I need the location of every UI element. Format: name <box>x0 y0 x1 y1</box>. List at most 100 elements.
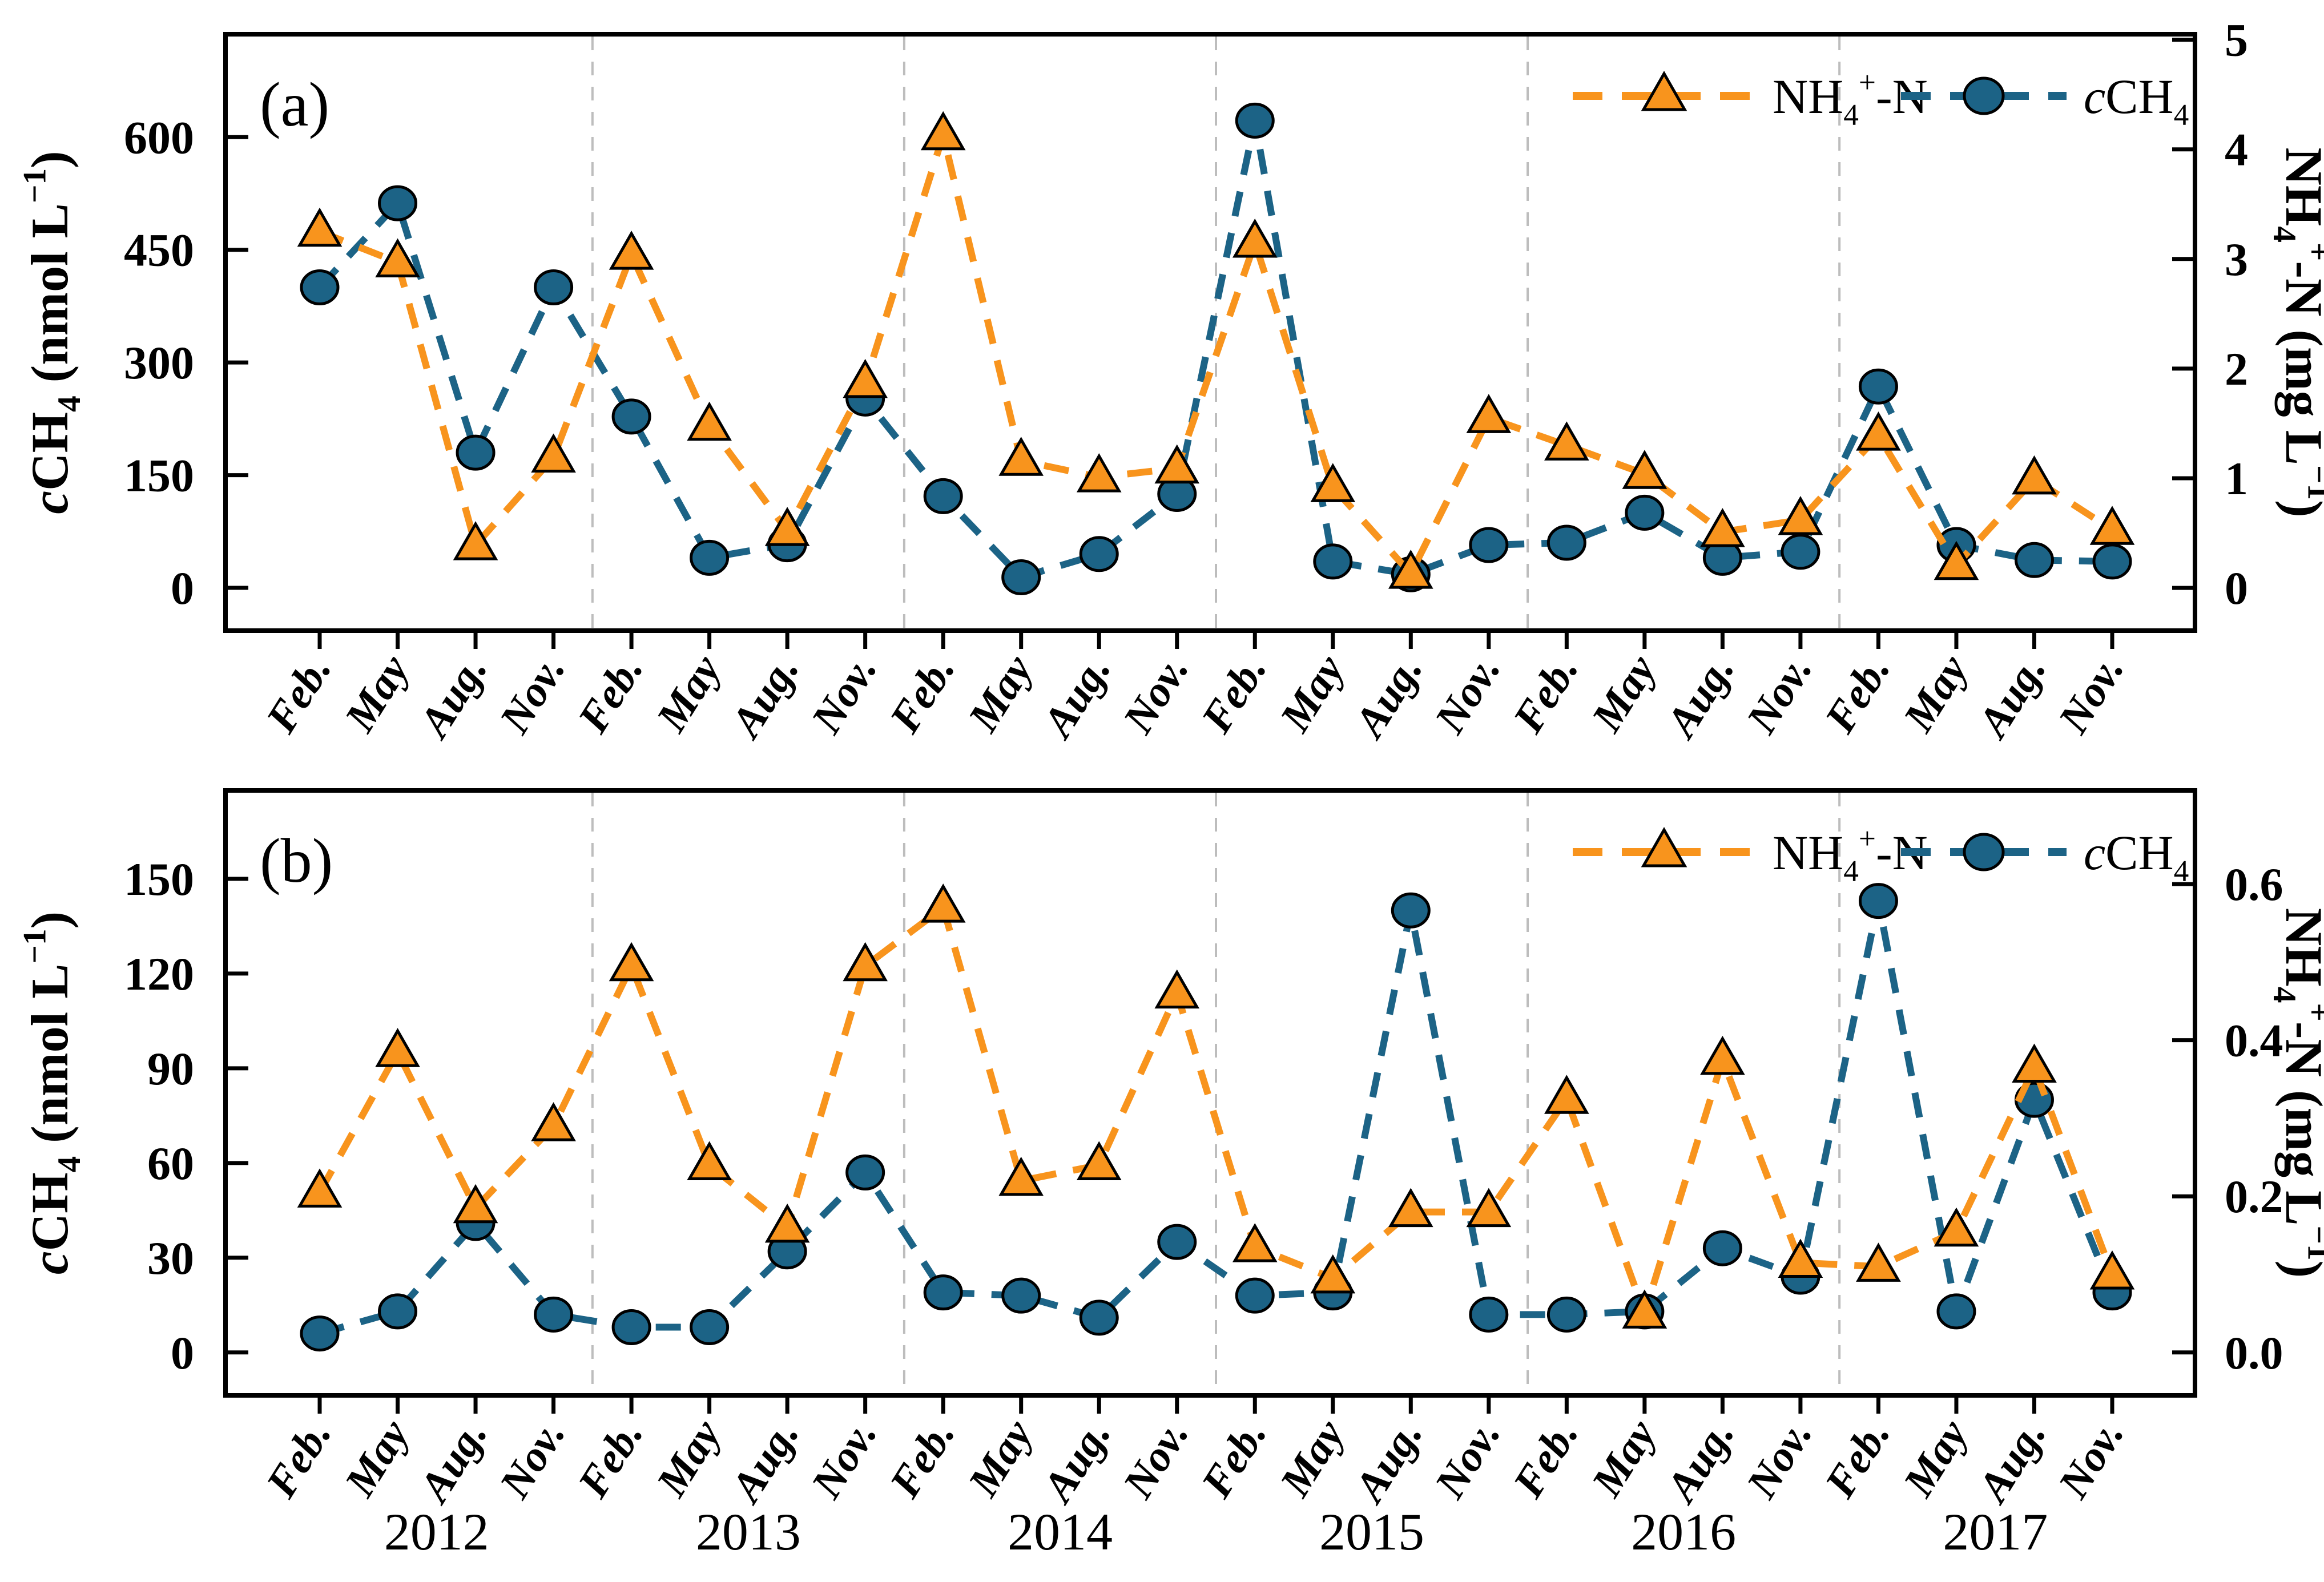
month-tick-label: May <box>1582 647 1666 740</box>
legend-nh4-triangle-icon <box>1641 826 1687 867</box>
ch4-marker <box>1858 368 1898 405</box>
nh4-marker <box>1544 1075 1589 1114</box>
legend-ch4-circle-icon <box>1963 76 2005 115</box>
month-tick-label: May <box>335 1411 418 1505</box>
month-tick-label: Feb. <box>1815 647 1899 741</box>
nh4-marker <box>1622 450 1668 489</box>
month-tick-label: Nov. <box>490 647 574 741</box>
nh4-marker <box>1388 1188 1433 1228</box>
left-tick-label: 120 <box>124 948 194 1000</box>
ch4-marker <box>534 269 574 306</box>
ch4-marker <box>1625 494 1665 531</box>
right-tick-label: 2 <box>2225 343 2248 395</box>
month-tick-label: Feb. <box>880 647 964 741</box>
month-tick-label: Nov. <box>1737 647 1821 741</box>
nh4-marker <box>764 507 810 546</box>
ch4-marker <box>845 1154 885 1190</box>
month-tick-label: Nov. <box>2049 647 2133 741</box>
nh4-marker <box>920 883 966 923</box>
nh4-marker <box>1934 1207 1979 1247</box>
nh4-marker <box>375 1028 420 1067</box>
ch4-marker <box>1235 102 1275 139</box>
ch4-marker <box>611 1309 651 1346</box>
month-tick-label: Aug. <box>721 1411 808 1511</box>
legend-nh4-label: NH4+-N <box>1773 65 1928 132</box>
ch4-marker <box>1781 534 1820 570</box>
nh4-marker <box>1076 1141 1122 1181</box>
month-tick-label: Nov. <box>1425 1411 1509 1506</box>
nh4-marker <box>453 1184 498 1224</box>
month-tick-label: Aug. <box>409 1411 497 1511</box>
ch4-marker <box>1313 543 1353 580</box>
ch4-marker <box>1469 1296 1509 1333</box>
month-tick-label: Aug. <box>1033 1411 1120 1511</box>
month-tick-label: Feb. <box>1504 647 1588 741</box>
month-tick-label: May <box>1894 647 1977 740</box>
month-tick-label: Nov. <box>490 1411 574 1506</box>
month-tick-label: Aug. <box>1344 1411 1432 1511</box>
ch4-marker <box>1235 1277 1275 1314</box>
nh4-marker <box>453 521 498 560</box>
nh4-marker <box>920 111 966 151</box>
legend: NH4+-N cCH4 <box>1573 65 2189 132</box>
month-tick-label: Nov. <box>802 1411 886 1506</box>
nh4-marker <box>375 238 420 278</box>
nh4-line <box>318 122 2114 580</box>
ch4-marker <box>1001 559 1041 596</box>
panel-label: (a) <box>260 70 329 139</box>
month-tick-label: Feb. <box>569 647 653 741</box>
month-tick-label: Nov. <box>1737 1411 1821 1506</box>
month-tick-label: Feb. <box>880 1411 964 1506</box>
nh4-marker <box>1778 1238 1823 1278</box>
right-tick-label: 3 <box>2225 233 2248 285</box>
month-tick-label: Aug. <box>1344 647 1432 746</box>
ch4-marker <box>1001 1277 1041 1314</box>
nh4-marker <box>843 358 888 398</box>
nh4-marker <box>1154 444 1200 484</box>
month-tick-label: Nov. <box>1425 647 1509 741</box>
nh4-marker <box>609 942 654 982</box>
ch4-marker <box>1702 1230 1742 1266</box>
nh4-marker <box>2012 455 2057 495</box>
nh4-marker <box>1154 969 1200 1009</box>
plot-border <box>223 32 2197 633</box>
right-tick-label: 0.4 <box>2225 1015 2283 1067</box>
legend-ch4-label: cCH4 <box>2084 69 2189 132</box>
left-tick-label: 600 <box>124 111 194 163</box>
month-tick-label: May <box>1271 647 1354 740</box>
right-tick-label: 0 <box>2225 562 2248 614</box>
left-tick-label: 60 <box>147 1137 194 1189</box>
legend: NH4+-N cCH4 <box>1573 821 2189 888</box>
ch4-marker <box>456 434 496 471</box>
nh4-marker <box>1466 1188 1512 1228</box>
month-tick-label: Feb. <box>1192 647 1276 741</box>
month-tick-label: May <box>1582 1411 1666 1505</box>
left-tick-label: 150 <box>124 450 194 502</box>
nh4-marker <box>1700 508 1745 547</box>
month-tick-label: Nov. <box>1114 1411 1198 1506</box>
month-tick-label: Feb. <box>257 647 341 741</box>
nh4-marker <box>1310 463 1356 502</box>
month-tick-label: Feb. <box>1504 1411 1588 1506</box>
ch4-marker <box>300 269 340 306</box>
ch4-marker <box>1079 536 1119 572</box>
nh4-marker <box>297 1168 343 1208</box>
nh4-marker <box>1232 218 1278 258</box>
nh4-marker <box>1778 495 1823 535</box>
left-tick-label: 30 <box>147 1232 194 1284</box>
ch4-marker <box>690 539 730 576</box>
month-tick-label: Aug. <box>1968 1411 2055 1511</box>
panel-a: 0150300450600012345Feb.MayAug.Nov.Feb.Ma… <box>17 14 2324 747</box>
legend-ch4-label: cCH4 <box>2084 825 2189 888</box>
ch4-marker <box>1858 883 1898 919</box>
legend-nh4-triangle-icon <box>1641 70 1687 111</box>
month-tick-label: Nov. <box>2049 1411 2133 1506</box>
month-tick-label: May <box>959 647 1042 740</box>
panel-b: 03060901201500.00.20.40.6Feb.MayAug.Nov.… <box>17 788 2324 1561</box>
nh4-marker <box>609 231 654 270</box>
ch4-marker <box>1546 524 1586 561</box>
year-label: 2015 <box>1319 1503 1424 1561</box>
year-label: 2014 <box>1008 1503 1113 1561</box>
month-tick-label: Aug. <box>1656 647 1743 746</box>
